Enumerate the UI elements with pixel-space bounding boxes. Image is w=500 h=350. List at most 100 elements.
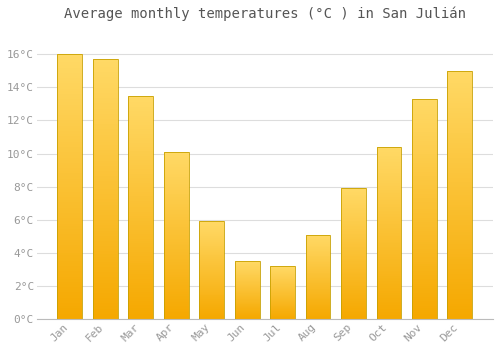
Bar (341, 263, 366, 264)
Bar (93, 155, 118, 158)
Bar (448, 128, 472, 131)
Bar (306, 238, 330, 239)
Bar (412, 255, 437, 257)
Bar (448, 193, 472, 195)
Bar (58, 187, 82, 189)
Bar (376, 279, 402, 281)
Bar (93, 70, 118, 72)
Bar (164, 202, 188, 204)
Bar (448, 282, 472, 284)
Bar (448, 190, 472, 192)
Bar (306, 306, 330, 307)
Bar (235, 311, 260, 312)
Bar (164, 174, 188, 175)
Bar (376, 181, 402, 183)
Bar (128, 113, 153, 116)
Bar (412, 233, 437, 235)
Bar (270, 293, 295, 294)
Bar (235, 316, 260, 317)
Bar (200, 276, 224, 277)
Bar (200, 292, 224, 293)
Bar (93, 184, 118, 187)
Bar (376, 168, 402, 169)
Bar (164, 205, 188, 207)
Bar (412, 315, 437, 317)
Bar (128, 174, 153, 176)
Bar (341, 221, 366, 222)
Bar (164, 225, 188, 227)
Bar (58, 181, 82, 184)
Bar (93, 316, 118, 319)
Bar (128, 279, 153, 281)
Bar (235, 276, 260, 277)
Bar (412, 242, 437, 244)
Bar (448, 123, 472, 125)
Bar (448, 302, 472, 304)
Bar (164, 250, 188, 252)
Bar (448, 269, 472, 272)
Bar (58, 287, 82, 290)
Bar (448, 272, 472, 274)
Bar (341, 317, 366, 319)
Bar (448, 247, 472, 250)
Bar (341, 201, 366, 203)
Bar (270, 268, 295, 269)
Bar (235, 312, 260, 313)
Bar (341, 273, 366, 274)
Bar (93, 142, 118, 145)
Bar (164, 169, 188, 170)
Bar (341, 237, 366, 238)
Bar (93, 311, 118, 314)
Bar (200, 253, 224, 254)
Bar (164, 219, 188, 220)
Bar (58, 99, 82, 102)
Bar (376, 162, 402, 164)
Bar (306, 290, 330, 291)
Bar (128, 212, 153, 214)
Bar (270, 285, 295, 286)
Bar (270, 316, 295, 317)
Bar (306, 281, 330, 282)
Bar (412, 222, 437, 224)
Bar (376, 259, 402, 260)
Bar (448, 108, 472, 111)
Bar (412, 187, 437, 189)
Bar (376, 209, 402, 211)
Bar (164, 167, 188, 169)
Bar (341, 250, 366, 251)
Bar (235, 266, 260, 267)
Bar (270, 304, 295, 305)
Bar (306, 248, 330, 249)
Bar (376, 152, 402, 154)
Bar (93, 194, 118, 197)
Bar (376, 245, 402, 247)
Bar (306, 246, 330, 247)
Bar (306, 295, 330, 296)
Bar (412, 257, 437, 259)
Bar (306, 236, 330, 237)
Bar (58, 253, 82, 256)
Bar (341, 285, 366, 286)
Bar (164, 290, 188, 292)
Bar (412, 176, 437, 178)
Bar (270, 306, 295, 307)
Bar (164, 182, 188, 184)
Bar (412, 310, 437, 312)
Bar (93, 257, 118, 259)
Bar (164, 242, 188, 244)
Bar (58, 144, 82, 147)
Bar (341, 213, 366, 215)
Bar (128, 96, 153, 98)
Bar (164, 154, 188, 155)
Bar (341, 252, 366, 254)
Bar (376, 211, 402, 212)
Bar (128, 296, 153, 299)
Bar (164, 260, 188, 262)
Bar (448, 242, 472, 245)
Bar (448, 222, 472, 225)
Bar (58, 295, 82, 298)
Bar (376, 271, 402, 272)
Bar (341, 276, 366, 277)
Bar (341, 234, 366, 235)
Bar (164, 312, 188, 314)
